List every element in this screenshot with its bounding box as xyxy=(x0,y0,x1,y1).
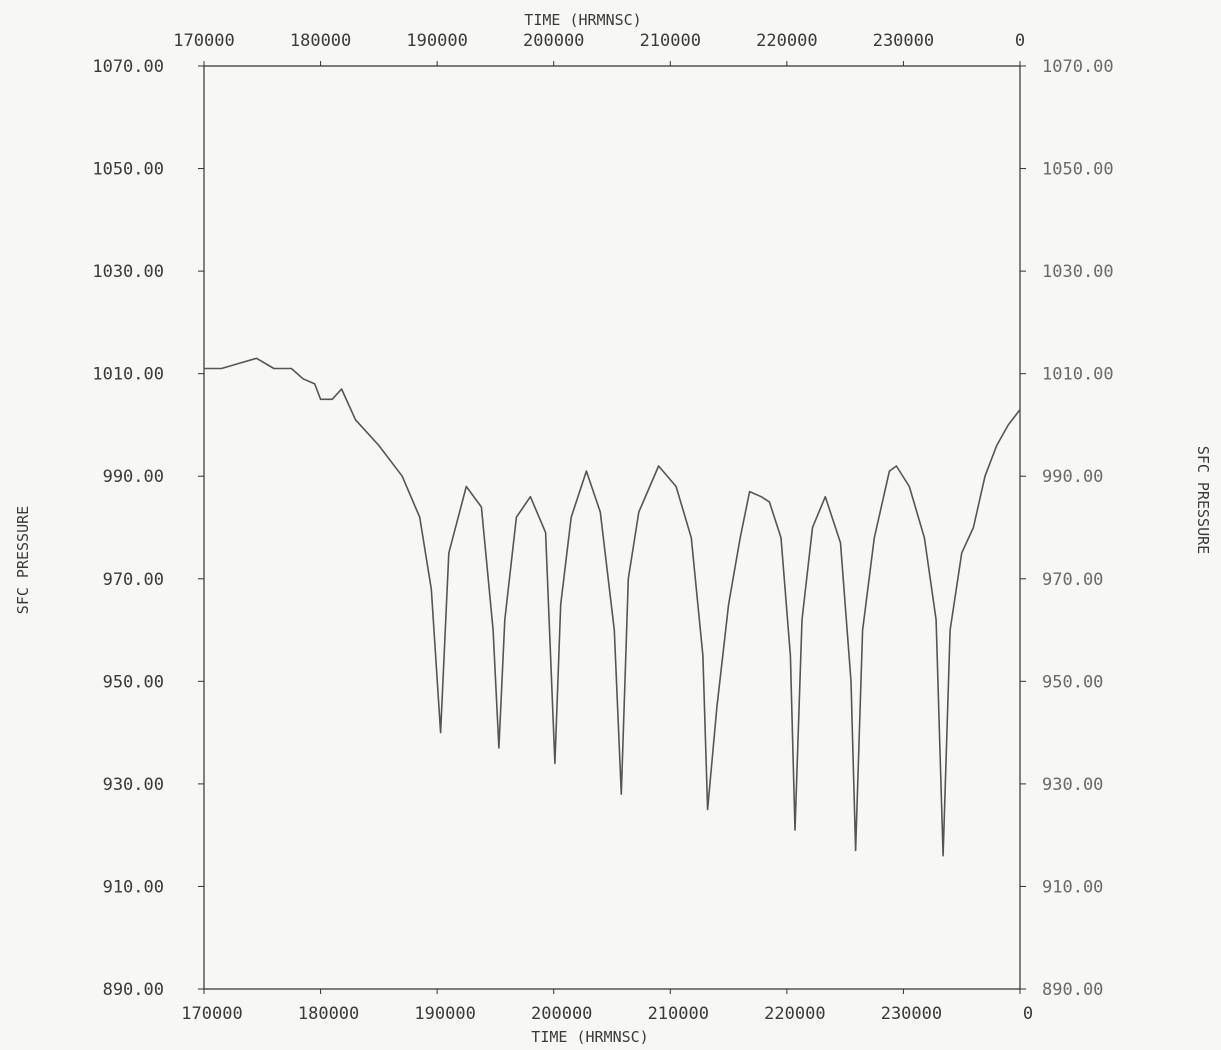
plot-frame xyxy=(203,65,1021,990)
left-y-axis-label: SFC PRESSURE xyxy=(14,506,32,614)
x-tick-label-bottom: 220000 xyxy=(764,1004,825,1024)
x-tick-label-bottom: 230000 xyxy=(881,1004,942,1024)
y-tick-label-right: 970.00 xyxy=(1042,570,1103,590)
x-tick-label-bottom: 200000 xyxy=(531,1004,592,1024)
y-tick-label-right: 990.00 xyxy=(1042,467,1103,487)
y-tick-label-right: 1050.00 xyxy=(1042,160,1114,180)
y-tick-label-left: 1070.00 xyxy=(92,57,164,77)
y-tick-label-left: 990.00 xyxy=(103,467,164,487)
x-tick-label-top: 190000 xyxy=(406,31,467,51)
y-tick-label-right: 930.00 xyxy=(1042,775,1103,795)
y-tick-label-right: 950.00 xyxy=(1042,672,1103,692)
top-x-axis-label: TIME (HRMNSC) xyxy=(524,11,641,29)
x-tick-label-bottom: 180000 xyxy=(298,1004,359,1024)
x-tick-label-bottom: 170000 xyxy=(181,1004,242,1024)
x-tick-label-top: 230000 xyxy=(873,31,934,51)
y-tick-label-right: 1070.00 xyxy=(1042,57,1114,77)
y-tick-label-left: 1050.00 xyxy=(92,160,164,180)
y-tick-label-right: 1030.00 xyxy=(1042,262,1114,282)
x-tick-label-top: 180000 xyxy=(290,31,351,51)
y-tick-label-left: 970.00 xyxy=(103,570,164,590)
bottom-x-axis-label: TIME (HRMNSC) xyxy=(531,1028,648,1046)
y-tick-label-right: 910.00 xyxy=(1042,877,1103,897)
y-tick-label-right: 890.00 xyxy=(1042,980,1103,1000)
x-tick-label-top: 220000 xyxy=(756,31,817,51)
y-tick-label-left: 950.00 xyxy=(103,672,164,692)
series-layer xyxy=(204,357,1021,857)
x-tick-label-top: 210000 xyxy=(640,31,701,51)
x-tick-label-bottom: 190000 xyxy=(414,1004,475,1024)
series-line xyxy=(204,357,1021,857)
x-tick-label-top: 200000 xyxy=(523,31,584,51)
x-tick-label-bottom: 210000 xyxy=(648,1004,709,1024)
y-tick-label-left: 1030.00 xyxy=(92,262,164,282)
x-tick-label-top: 170000 xyxy=(173,31,234,51)
axis-ticks: 1070.00 1070.00 1050.00 1050.00 1030.00 1030.… xyxy=(92,31,1113,1024)
y-tick-label-left: 930.00 xyxy=(103,775,164,795)
right-y-axis-label: SFC PRESSURE xyxy=(1194,446,1212,554)
x-tick-label-bottom: 0 xyxy=(1023,1004,1033,1024)
y-tick-label-left: 910.00 xyxy=(103,877,164,897)
x-tick-label-top: 0 xyxy=(1015,31,1025,51)
y-tick-label-right: 1010.00 xyxy=(1042,365,1114,385)
y-tick-label-left: 1010.00 xyxy=(92,365,164,385)
y-tick-label-left: 890.00 xyxy=(103,980,164,1000)
